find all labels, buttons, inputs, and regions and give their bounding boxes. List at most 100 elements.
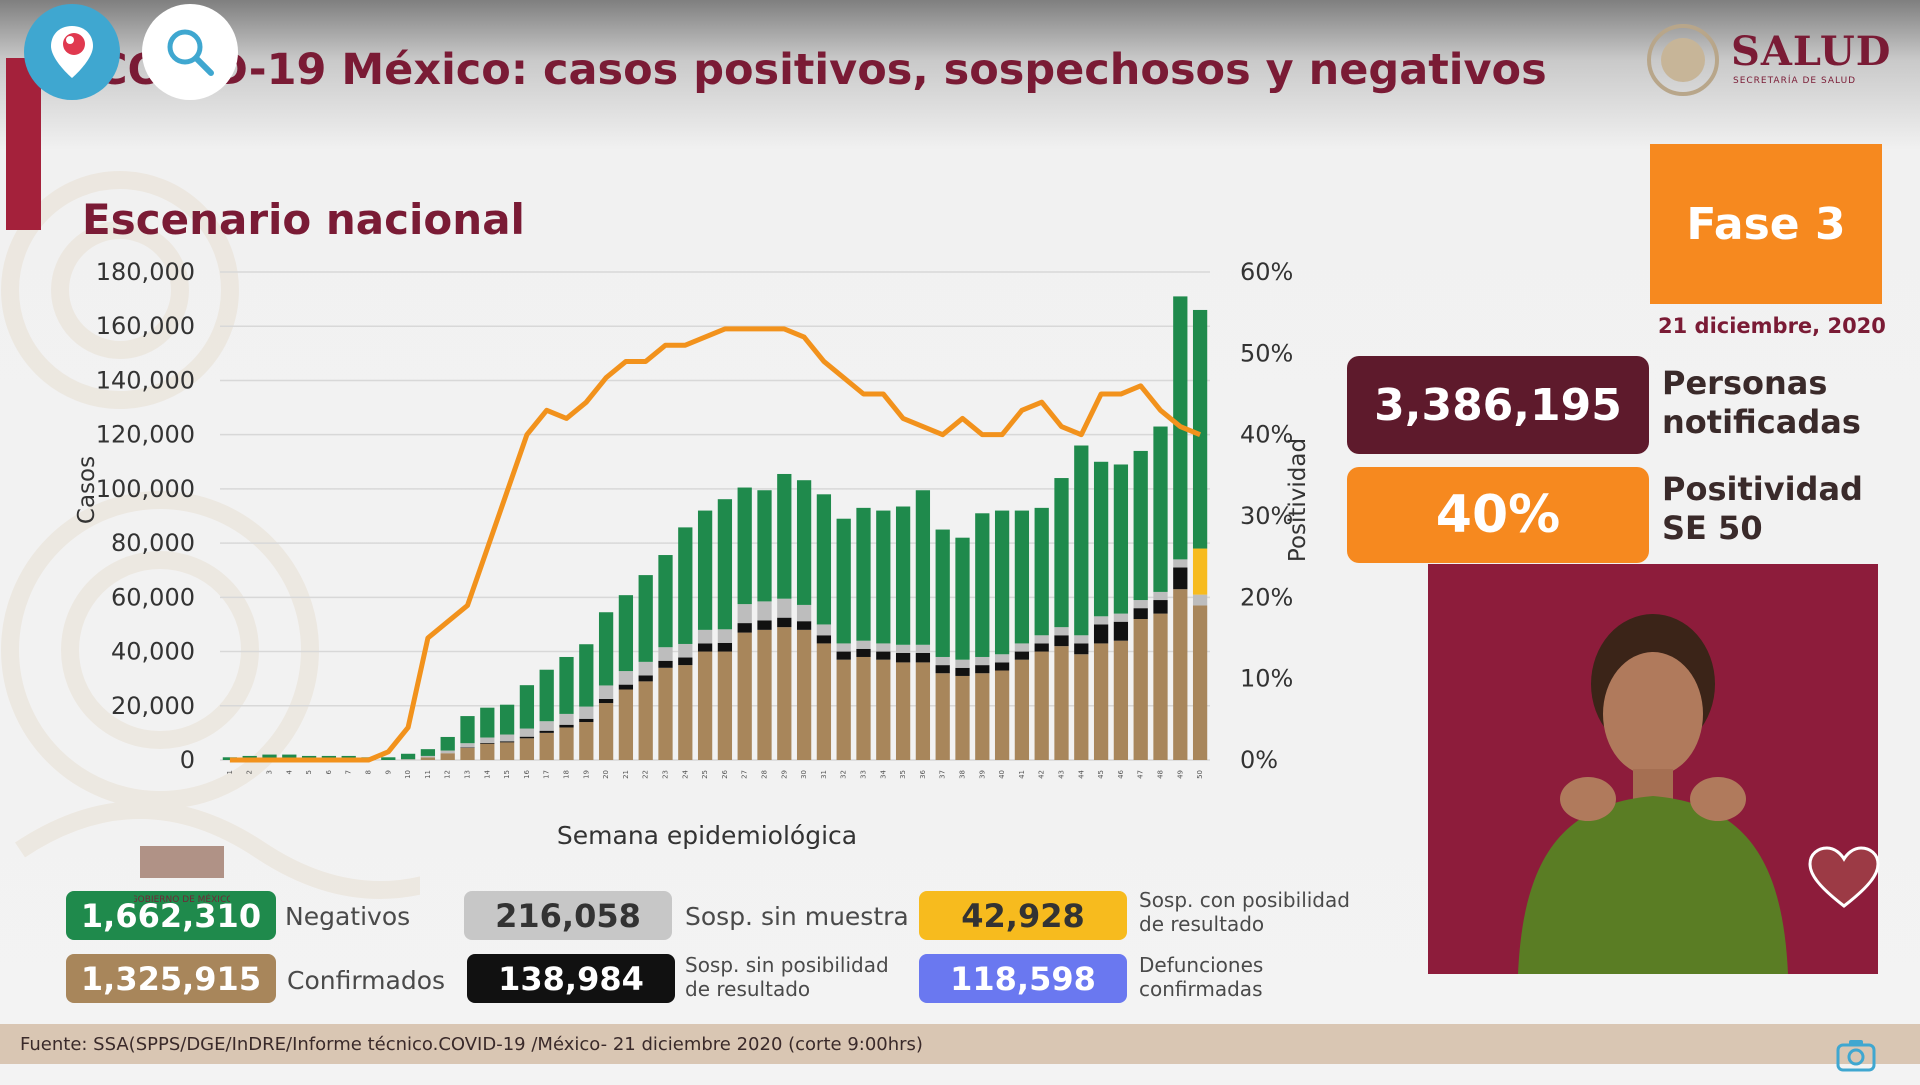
- personas-label-line2: notificadas: [1662, 403, 1861, 441]
- x-tick-label: 12: [444, 770, 452, 779]
- bar-negativos: [480, 707, 495, 738]
- bar-sin_muestra: [994, 654, 1010, 663]
- bar-sin_posibilidad: [1074, 643, 1089, 655]
- bar-sin_posibilidad: [559, 724, 574, 728]
- bar-confirmados: [460, 747, 475, 760]
- bar-sin_posibilidad: [737, 623, 752, 633]
- y2-tick-label: 50%: [1240, 339, 1293, 367]
- bar-sin_muestra: [420, 755, 436, 758]
- x-tick-label: 38: [959, 770, 967, 779]
- x-tick-label: 40: [998, 770, 1006, 779]
- chart-subtitle: Escenario nacional: [82, 195, 525, 244]
- x-tick-label: 27: [741, 770, 749, 779]
- bar-negativos: [1153, 426, 1168, 592]
- bar-sin_posibilidad: [1093, 624, 1109, 644]
- bar-confirmados: [895, 662, 911, 760]
- bar-sin_posibilidad: [935, 665, 950, 674]
- chart-bars: [222, 296, 1208, 760]
- x-tick-label: 35: [899, 770, 907, 779]
- bar-sin_muestra: [1014, 643, 1030, 652]
- x-tick-label: 19: [582, 770, 590, 779]
- bar-negativos: [1113, 464, 1129, 614]
- left-accent-bar: [6, 58, 41, 230]
- bar-sin_muestra: [1133, 600, 1148, 609]
- chart-line: [229, 326, 1202, 763]
- bar-sin_posibilidad: [796, 621, 812, 630]
- bar-sin_muestra: [935, 656, 950, 666]
- bar-negativos: [262, 754, 277, 760]
- y-tick-label: 180,000: [96, 258, 195, 286]
- bar-sin_muestra: [1153, 591, 1168, 601]
- defunciones-label-line2: confirmadas: [1139, 977, 1263, 1001]
- x-tick-label: 48: [1157, 770, 1165, 779]
- bar-sin_muestra: [1074, 635, 1089, 644]
- bar-confirmados: [697, 651, 713, 760]
- bar-confirmados: [1133, 619, 1148, 760]
- bar-confirmados: [876, 659, 891, 760]
- bar-negativos: [757, 490, 772, 602]
- bar-sin_posibilidad: [757, 620, 772, 630]
- bar-sin_muestra: [480, 737, 495, 743]
- bar-negativos: [697, 510, 713, 630]
- x-tick-label: 47: [1137, 770, 1145, 779]
- x-tick-label: 7: [345, 770, 353, 774]
- x-tick-label: 28: [761, 770, 769, 779]
- x-tick-label: 5: [305, 770, 313, 774]
- report-date: 21 diciembre, 2020: [1658, 314, 1886, 338]
- bar-sin_posibilidad: [717, 642, 733, 652]
- bar-negativos: [955, 537, 970, 660]
- bar-confirmados: [1054, 646, 1069, 760]
- bar-sin_muestra: [737, 604, 752, 624]
- camera-icon[interactable]: [1836, 1038, 1876, 1072]
- periscope-button[interactable]: [24, 4, 120, 100]
- heart-icon[interactable]: [1808, 846, 1880, 910]
- sin-posibilidad-label: Sosp. sin posibilidad de resultado: [685, 953, 889, 1001]
- search-button[interactable]: [142, 4, 238, 100]
- x-tick-label: 30: [800, 770, 808, 779]
- bar-negativos: [1054, 478, 1069, 628]
- bar-confirmados: [836, 659, 851, 760]
- bar-sin_posibilidad: [856, 648, 871, 657]
- bar-confirmados: [717, 651, 733, 760]
- x-tick-label: 18: [563, 770, 571, 779]
- cases-chart: 0 20,000 40,000 60,000 80,000 100,000 120,000 1…: [74, 258, 1311, 850]
- bar-negativos: [559, 656, 574, 714]
- bar-negativos: [598, 612, 614, 686]
- bar-negativos: [499, 704, 515, 735]
- personas-notificadas-label: Personas notificadas: [1662, 364, 1861, 442]
- x-tick-label: 14: [483, 769, 491, 778]
- negativos-label: Negativos: [285, 902, 411, 931]
- bar-confirmados: [618, 689, 634, 760]
- positividad-line: [229, 326, 1202, 763]
- bar-sin_muestra: [955, 659, 970, 668]
- bar-sin_muestra: [678, 643, 693, 658]
- x-tick-label: 21: [622, 770, 630, 779]
- bar-confirmados: [440, 753, 455, 760]
- bar-negativos: [1192, 309, 1208, 549]
- bar-negativos: [1093, 461, 1109, 617]
- sin-muestra-value: 216,058: [464, 891, 672, 940]
- bar-confirmados: [1014, 659, 1030, 760]
- bar-sin_posibilidad: [836, 651, 851, 660]
- bar-confirmados: [559, 727, 574, 760]
- y-tick-label: 0: [180, 746, 195, 774]
- x-tick-label: 25: [701, 770, 709, 779]
- con-posibilidad-label-line1: Sosp. con posibilidad: [1139, 888, 1350, 912]
- bar-confirmados: [737, 632, 752, 760]
- defunciones-label: Defunciones confirmadas: [1139, 953, 1263, 1001]
- bar-confirmados: [1173, 589, 1188, 760]
- x-tick-label: 17: [543, 770, 551, 779]
- bar-negativos: [796, 480, 812, 605]
- logo-text: SALUD: [1731, 28, 1892, 75]
- sin-posibilidad-value: 138,984: [467, 954, 675, 1003]
- y-tick-label: 40,000: [111, 638, 195, 666]
- interpreter-figure: [1518, 614, 1788, 974]
- bar-negativos: [1014, 510, 1030, 644]
- bar-sin_muestra: [539, 721, 554, 731]
- positividad-label-line2: SE 50: [1662, 509, 1763, 547]
- y-tick-label: 80,000: [111, 529, 195, 557]
- bar-con_posibilidad: [1192, 548, 1208, 595]
- bar-negativos: [579, 644, 594, 707]
- x-tick-label: 24: [681, 769, 689, 778]
- bar-negativos: [420, 749, 436, 756]
